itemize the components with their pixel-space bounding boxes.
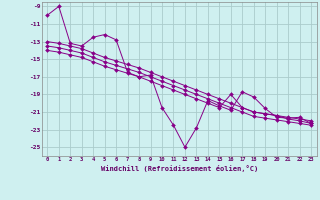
X-axis label: Windchill (Refroidissement éolien,°C): Windchill (Refroidissement éolien,°C)	[100, 165, 258, 172]
